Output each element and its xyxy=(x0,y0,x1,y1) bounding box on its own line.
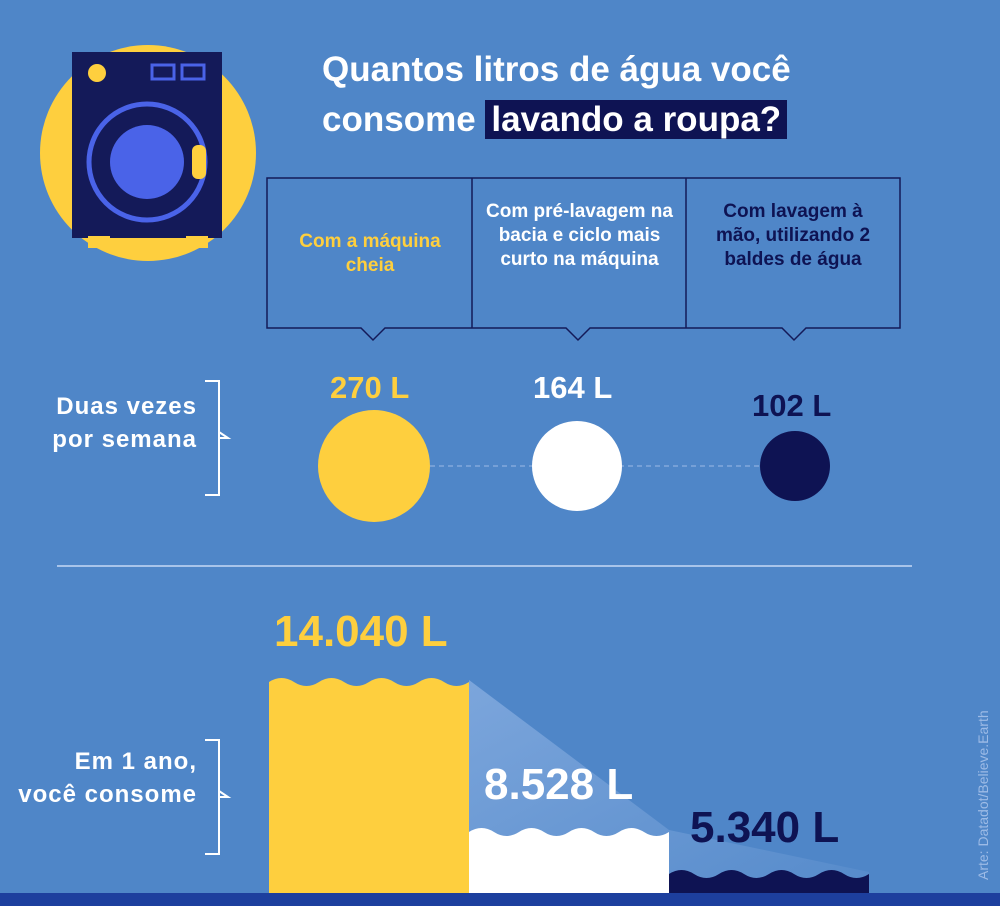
column-label: Com lavagem à mão, utilizando 2 baldes d… xyxy=(715,201,871,270)
value: 8.528 L xyxy=(484,760,634,809)
ground xyxy=(0,893,1000,906)
bar xyxy=(269,678,469,893)
button xyxy=(180,63,206,81)
knob xyxy=(88,64,106,82)
credit: Arte: Datadot/Believe.Earth xyxy=(975,710,991,880)
row-label: Duas vezes por semana xyxy=(52,393,197,453)
title-highlight: lavando a roupa? xyxy=(485,100,788,139)
drum xyxy=(110,125,184,199)
handle xyxy=(192,145,206,179)
value: 164 L xyxy=(533,370,613,405)
value: 102 L xyxy=(752,388,832,423)
column-label: Com pré-lavagem na bacia e ciclo mais cu… xyxy=(486,201,673,270)
foot xyxy=(88,236,110,248)
value: 5.340 L xyxy=(690,803,840,852)
bracket xyxy=(205,739,232,855)
circle xyxy=(318,410,430,522)
bar xyxy=(469,828,669,893)
foot xyxy=(186,236,208,248)
column-label: Com a máquina cheia xyxy=(299,231,441,276)
value: 14.040 L xyxy=(274,607,448,656)
value: 270 L xyxy=(330,370,410,405)
circle xyxy=(532,421,622,511)
column-boxes xyxy=(266,177,901,342)
button xyxy=(150,63,176,81)
row-label: Em 1 ano, você consome xyxy=(18,748,197,808)
bar xyxy=(669,870,869,893)
title: consome xyxy=(322,100,476,139)
bracket xyxy=(205,380,232,496)
title: Quantos litros de água você xyxy=(322,50,791,89)
circle xyxy=(760,431,830,501)
title: consome lavando a roupa? xyxy=(322,95,788,145)
